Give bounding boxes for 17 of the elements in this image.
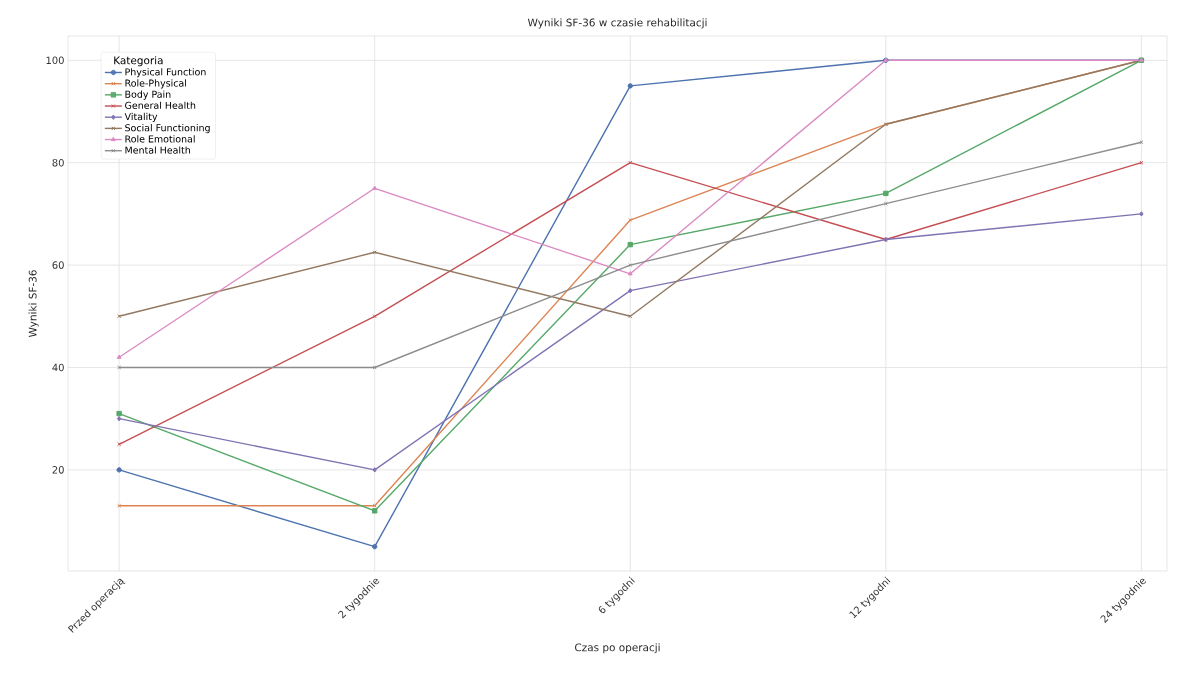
legend-label: Mental Health (125, 146, 190, 154)
legend-label: Physical Function (125, 68, 206, 78)
chart-title: Wyniki SF-36 w czasie rehabilitacji (527, 18, 707, 29)
y-tick-label: 100 (46, 56, 64, 65)
x-axis-title: Czas po operacji (575, 643, 660, 654)
y-tick-label: 20 (52, 466, 64, 474)
y-tick-label: 40 (52, 363, 64, 372)
legend-label: Role Emotional (125, 135, 195, 143)
legend-label: General Health (125, 101, 196, 110)
legend-label: Body Pain (125, 90, 171, 100)
legend-label: Social Functioning (125, 124, 210, 134)
y-tick-label: 60 (52, 261, 64, 269)
legend-label: Role-Physical (125, 79, 187, 89)
legend-label: Vitality (124, 112, 158, 123)
y-tick-label: 80 (52, 158, 64, 167)
y-axis-title: Wyniki SF-36 (28, 270, 39, 338)
legend-title: Kategoria (114, 56, 163, 67)
